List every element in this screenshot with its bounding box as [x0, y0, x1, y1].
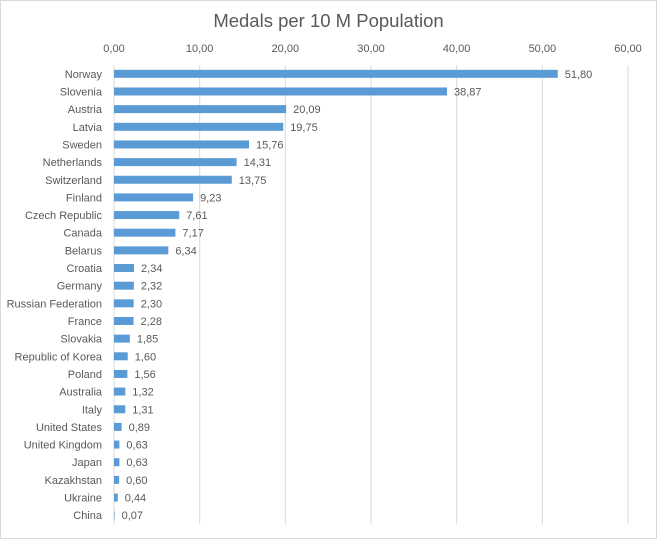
x-tick-label: 40,00 [443, 43, 471, 55]
data-label: 13,75 [239, 175, 267, 187]
data-label: 1,60 [135, 351, 156, 363]
bar [114, 493, 118, 502]
category-label: Netherlands [43, 157, 103, 169]
bar [114, 458, 120, 467]
category-label: Croatia [67, 263, 103, 275]
bar [114, 440, 120, 449]
bar [114, 69, 558, 78]
category-label: Japan [72, 457, 102, 469]
category-label: Ukraine [64, 493, 102, 505]
bar [114, 228, 176, 237]
data-label: 0,44 [125, 493, 146, 505]
x-tick-label: 50,00 [529, 43, 557, 55]
category-label: France [68, 316, 102, 328]
data-label: 9,23 [200, 192, 221, 204]
bar [114, 299, 134, 308]
category-label: Slovenia [60, 86, 103, 98]
category-label: Sweden [62, 139, 102, 151]
bar [114, 193, 194, 202]
bar [114, 105, 287, 114]
bar [114, 264, 135, 273]
data-label: 0,63 [126, 440, 147, 452]
category-label: Norway [65, 69, 103, 81]
bar [114, 122, 284, 131]
data-label: 7,17 [182, 228, 203, 240]
category-label: Slovakia [60, 334, 102, 346]
bar [114, 246, 169, 255]
data-label: 0,07 [122, 510, 143, 522]
category-label: Australia [59, 387, 103, 399]
category-label: United Kingdom [24, 440, 102, 452]
bar [114, 387, 126, 396]
category-label: Italy [82, 404, 103, 416]
data-label: 1,32 [132, 387, 153, 399]
bar [114, 405, 126, 414]
x-tick-label: 0,00 [103, 43, 124, 55]
bar [114, 316, 134, 325]
data-label: 2,32 [141, 281, 162, 293]
category-label: Kazakhstan [45, 475, 102, 487]
category-label: China [73, 510, 103, 522]
bar [114, 211, 180, 220]
category-label: Austria [68, 104, 103, 116]
data-label: 1,31 [132, 404, 153, 416]
data-label: 2,34 [141, 263, 162, 275]
category-label: Latvia [73, 122, 103, 134]
bar [114, 87, 447, 96]
data-label: 19,75 [290, 122, 318, 134]
category-label: Finland [66, 192, 102, 204]
category-label: Czech Republic [25, 210, 103, 222]
x-tick-label: 30,00 [357, 43, 385, 55]
category-label: Canada [63, 228, 102, 240]
category-label: Belarus [65, 245, 103, 257]
data-label: 38,87 [454, 86, 482, 98]
category-label: United States [36, 422, 103, 434]
data-label: 1,85 [137, 334, 158, 346]
data-label: 2,28 [141, 316, 162, 328]
bar [114, 175, 232, 184]
data-label: 14,31 [244, 157, 272, 169]
data-label: 51,80 [565, 69, 593, 81]
bar [114, 511, 115, 520]
data-label: 20,09 [293, 104, 321, 116]
data-label: 15,76 [256, 139, 284, 151]
bar [114, 369, 128, 378]
bar [114, 140, 250, 149]
bar [114, 422, 122, 431]
bar [114, 158, 237, 167]
bar [114, 352, 128, 361]
category-label: Russian Federation [7, 298, 102, 310]
data-label: 0,63 [126, 457, 147, 469]
data-label: 7,61 [186, 210, 207, 222]
data-label: 6,34 [175, 245, 196, 257]
category-label: Republic of Korea [15, 351, 103, 363]
category-label: Switzerland [45, 175, 102, 187]
x-tick-label: 10,00 [186, 43, 214, 55]
data-label: 1,56 [134, 369, 155, 381]
bar [114, 281, 134, 290]
bar [114, 334, 130, 343]
data-label: 2,30 [141, 298, 162, 310]
chart-title: Medals per 10 M Population [213, 10, 444, 31]
category-label: Poland [68, 369, 102, 381]
x-tick-label: 20,00 [272, 43, 300, 55]
data-label: 0,60 [126, 475, 147, 487]
bar [114, 475, 120, 484]
data-label: 0,89 [129, 422, 150, 434]
category-label: Germany [57, 281, 103, 293]
x-tick-label: 60,00 [614, 43, 642, 55]
